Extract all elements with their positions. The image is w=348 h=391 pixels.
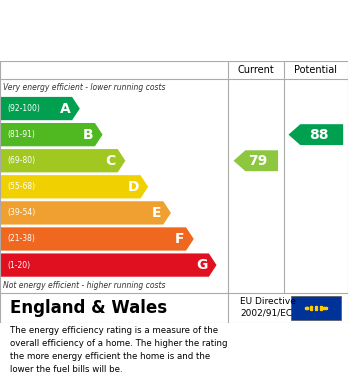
- Bar: [291, 296, 341, 320]
- Text: Very energy efficient - lower running costs: Very energy efficient - lower running co…: [3, 83, 166, 92]
- Text: (1-20): (1-20): [7, 260, 30, 269]
- Polygon shape: [0, 149, 125, 172]
- Text: England & Wales: England & Wales: [10, 299, 168, 317]
- Text: (69-80): (69-80): [7, 156, 35, 165]
- Text: (81-91): (81-91): [7, 130, 35, 139]
- Text: 88: 88: [309, 127, 328, 142]
- Text: (92-100): (92-100): [7, 104, 40, 113]
- Text: (55-68): (55-68): [7, 182, 35, 191]
- Text: Current: Current: [237, 65, 274, 75]
- Polygon shape: [0, 253, 216, 277]
- Polygon shape: [0, 227, 194, 251]
- Text: D: D: [127, 180, 139, 194]
- Text: C: C: [106, 154, 116, 168]
- Polygon shape: [234, 150, 278, 171]
- Text: Potential: Potential: [294, 65, 337, 75]
- Text: F: F: [175, 232, 184, 246]
- Text: E: E: [152, 206, 161, 220]
- Text: (39-54): (39-54): [7, 208, 35, 217]
- Text: G: G: [196, 258, 207, 272]
- Polygon shape: [0, 175, 148, 199]
- Text: Energy Efficiency Rating: Energy Efficiency Rating: [10, 7, 221, 22]
- Text: A: A: [60, 102, 70, 116]
- Text: 79: 79: [248, 154, 268, 168]
- Polygon shape: [288, 124, 343, 145]
- Text: Not energy efficient - higher running costs: Not energy efficient - higher running co…: [3, 281, 166, 290]
- Polygon shape: [0, 97, 80, 120]
- Text: B: B: [82, 127, 93, 142]
- Text: (21-38): (21-38): [7, 235, 35, 244]
- Polygon shape: [0, 201, 171, 224]
- Polygon shape: [0, 123, 103, 146]
- Text: The energy efficiency rating is a measure of the
overall efficiency of a home. T: The energy efficiency rating is a measur…: [10, 326, 228, 373]
- Text: EU Directive
2002/91/EC: EU Directive 2002/91/EC: [240, 297, 296, 318]
